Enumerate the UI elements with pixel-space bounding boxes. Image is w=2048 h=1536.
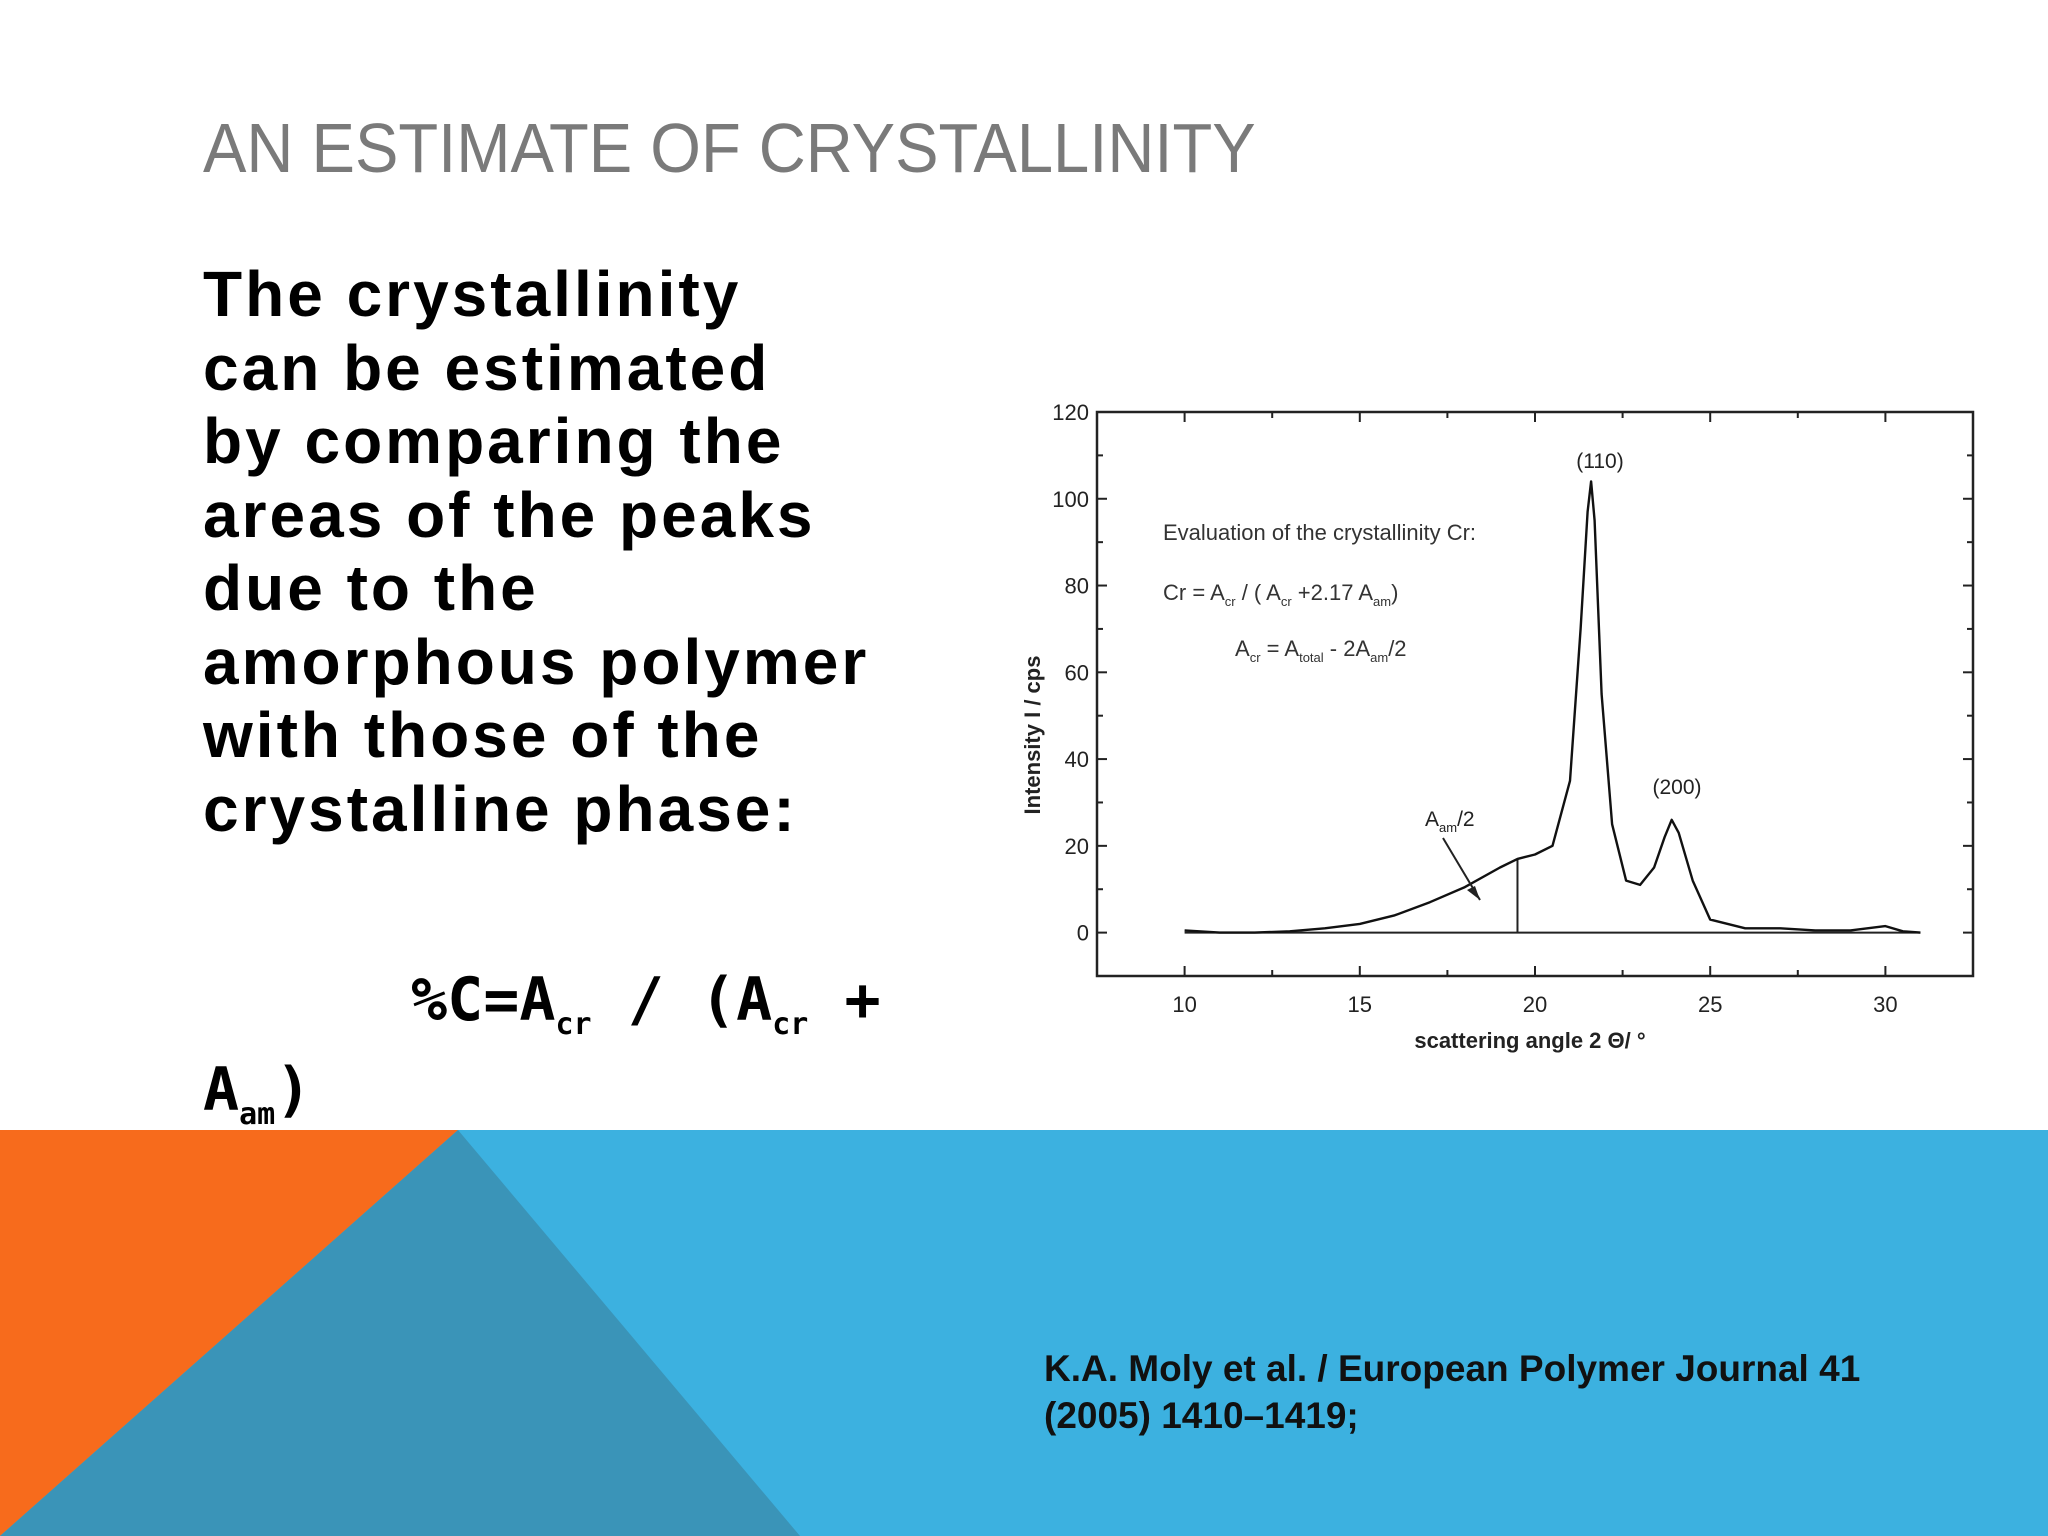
citation-line: (2005) 1410–1419; xyxy=(1044,1395,1359,1436)
formula-close: ) xyxy=(275,1055,312,1125)
formula-a: A xyxy=(203,1055,240,1125)
y-tick-label: 0 xyxy=(1077,921,1089,946)
x-tick-label: 20 xyxy=(1523,992,1547,1017)
peak-200-label: (200) xyxy=(1652,776,1701,799)
body-line: The crystallinity xyxy=(203,258,742,330)
formula-plus: + xyxy=(808,965,881,1035)
eq2-part: A xyxy=(1235,636,1250,661)
tick-labels: 10 15 20 25 30 0 20 40 60 80 100 120 xyxy=(1052,400,1897,1017)
body-line: areas of the peaks xyxy=(203,478,816,551)
diffraction-curve xyxy=(1184,480,1921,934)
y-tick-label: 20 xyxy=(1065,834,1089,859)
evaluation-title: Evaluation of the crystallinity Cr: xyxy=(1163,520,1476,545)
eq2-sub: total xyxy=(1299,650,1324,665)
body-line: crystalline phase: xyxy=(203,772,798,845)
decorative-banner xyxy=(0,1130,2048,1536)
body-line: by comparing the xyxy=(203,405,785,477)
formula-sub-am: am xyxy=(239,1097,276,1132)
aam-label-sub: am xyxy=(1439,820,1457,835)
banner-teal-triangle xyxy=(0,1130,800,1536)
slide-title: AN ESTIMATE OF CRYSTALLINITY xyxy=(203,109,1256,187)
eq1-sub: cr xyxy=(1225,594,1237,609)
body-line: due to the xyxy=(203,552,539,624)
formula-lhs: %C=A xyxy=(411,965,556,1035)
body-line: with those of the xyxy=(203,699,763,771)
formula-row: %C=Acr / (Acr + xyxy=(203,965,963,1055)
x-tick-label: 15 xyxy=(1348,992,1372,1017)
xrd-chart: 10 15 20 25 30 0 20 40 60 80 100 120 Intensity I / … xyxy=(1005,390,1995,1070)
eq2-sub: am xyxy=(1370,650,1388,665)
y-tick-label: 120 xyxy=(1052,400,1089,425)
formula-row: Aam) xyxy=(203,1055,963,1145)
body-line: can be estimated xyxy=(203,331,771,404)
xrd-chart-svg: 10 15 20 25 30 0 20 40 60 80 100 120 Intensity I / … xyxy=(1020,400,1975,1053)
eq2-part: /2 xyxy=(1388,636,1406,661)
eq2-sub: cr xyxy=(1250,650,1262,665)
eq1-part: / ( A xyxy=(1236,580,1282,605)
equation-cr: Cr = Acr / ( Acr +2.17 Aam) xyxy=(1163,580,1398,609)
x-tick-label: 10 xyxy=(1172,992,1196,1017)
aam-label: Aam/2 xyxy=(1425,808,1475,835)
aam-label-suffix: /2 xyxy=(1457,808,1475,831)
x-axis-label: scattering angle 2 Θ/ ° xyxy=(1414,1028,1645,1053)
eq2-part: - 2A xyxy=(1324,636,1371,661)
citation: K.A. Moly et al. / European Polymer Jour… xyxy=(1044,1345,2004,1439)
x-tick-label: 25 xyxy=(1698,992,1722,1017)
formula-mid: / (A xyxy=(591,965,773,1035)
y-tick-label: 80 xyxy=(1065,574,1089,599)
eq1-part: Cr = A xyxy=(1163,580,1225,605)
eq1-part: ) xyxy=(1391,580,1398,605)
body-paragraph: The crystallinity can be estimated by co… xyxy=(203,258,923,846)
body-line: amorphous polymer xyxy=(203,625,870,698)
equation-acr: Acr = Atotal - 2Aam/2 xyxy=(1235,636,1407,665)
y-tick-label: 100 xyxy=(1052,487,1089,512)
citation-line: K.A. Moly et al. / European Polymer Jour… xyxy=(1044,1348,1861,1389)
y-axis-label: Intensity I / cps xyxy=(1020,656,1045,815)
y-tick-label: 60 xyxy=(1065,660,1089,685)
x-tick-label: 30 xyxy=(1873,992,1897,1017)
formula-sub-cr: cr xyxy=(555,1007,592,1042)
aam-label-prefix: A xyxy=(1425,808,1439,831)
axis-ticks xyxy=(1097,411,1973,976)
aam-pointer-arrowhead xyxy=(1467,886,1480,900)
eq1-part: +2.17 A xyxy=(1292,580,1374,605)
y-tick-label: 40 xyxy=(1065,747,1089,772)
plot-frame xyxy=(1095,410,1975,978)
formula-sub-cr: cr xyxy=(772,1007,809,1042)
eq1-sub: cr xyxy=(1281,594,1293,609)
eq1-sub: am xyxy=(1373,594,1391,609)
peak-110-label: (110) xyxy=(1576,450,1623,473)
crystallinity-formula: %C=Acr / (Acr + Aam) xyxy=(203,965,963,1145)
eq2-part: = A xyxy=(1261,636,1300,661)
